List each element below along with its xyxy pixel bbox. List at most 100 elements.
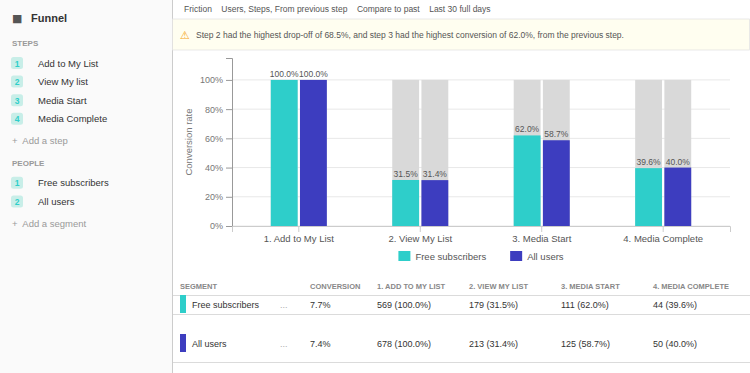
data-label: 39.6% (637, 157, 662, 167)
table-cell: 569 (100.0%) (377, 300, 431, 310)
item-badge (11, 177, 23, 189)
item-number: 3 (15, 96, 20, 106)
y-tick: 40% (205, 163, 232, 173)
x-tick: 2. View My List (388, 226, 452, 244)
legend-swatch (510, 251, 522, 261)
track-bar (543, 80, 570, 226)
bar (664, 168, 691, 226)
sidebar-item: 4 Media Complete (11, 113, 107, 125)
table-cell: 125 (58.7%) (561, 339, 610, 349)
track-bar (664, 80, 691, 226)
toolbar: Friction Users, Steps, From previous ste… (184, 4, 491, 14)
sidebar-item: 1 Add to My List (11, 57, 99, 69)
table-cell: 179 (31.5%) (469, 300, 518, 310)
x-tick-mark (663, 226, 664, 232)
dashboard: ■ Funnel STEPS 1 Add to My List 2 View My list… (0, 0, 750, 373)
annotation: Step 2 had the highest drop-off of 68.5%… (196, 30, 624, 40)
y-tick-label: 20% (205, 192, 223, 202)
item-label: Add to My List (38, 58, 99, 69)
sidebar-item: 2 View My list (11, 76, 88, 88)
table-header: SEGMENT (180, 282, 218, 291)
annotation-box (173, 19, 750, 50)
table-cell: 50 (40.0%) (653, 339, 697, 349)
y-tick-label: 100% (200, 75, 223, 85)
grid (232, 80, 730, 226)
table-cell: 678 (100.0%) (377, 339, 431, 349)
y-tick-mark (226, 226, 232, 227)
table-header: 4. MEDIA COMPLETE (653, 282, 729, 291)
legend-label: All users (527, 251, 564, 262)
bars (271, 80, 691, 226)
y-tick-mark (226, 197, 232, 198)
x-axis-line (233, 227, 731, 233)
item-label: View My list (38, 76, 88, 87)
table-header: 1. ADD TO MY LIST (377, 282, 446, 291)
bar (421, 180, 448, 226)
item-number: 2 (15, 77, 20, 87)
item-label: Free subscribers (38, 177, 109, 188)
x-tick-label: 1. Add to My List (264, 233, 335, 244)
table-rule (172, 295, 750, 296)
y-tick: 0% (210, 221, 232, 231)
table-cell: 213 (31.4%) (469, 339, 518, 349)
item-label: Media Complete (38, 113, 107, 124)
bar (635, 168, 662, 226)
data-label: 100.0% (270, 69, 299, 79)
data-label: 100.0% (299, 69, 328, 79)
sidebar-border (172, 0, 173, 373)
data-label: 62.0% (515, 124, 540, 134)
table-cell: 7.4% (310, 339, 331, 349)
bar (271, 80, 298, 226)
x-tick: 3. Media Start (512, 226, 571, 244)
legend: Free subscribers All users (398, 251, 563, 262)
x-tick: 1. Add to My List (264, 226, 335, 244)
x-tick-label: 4. Media Complete (623, 233, 703, 244)
item-number: 1 (15, 59, 20, 69)
item-number: 2 (15, 197, 20, 207)
item-number: 1 (15, 178, 20, 188)
sidebar-icon: ■ (12, 12, 22, 25)
track-bar (514, 80, 541, 226)
y-tick: 100% (200, 75, 232, 85)
annotation-icon: ⚠ (180, 29, 190, 42)
y-axis-title: Conversion rate (183, 108, 194, 175)
legend-label: Free subscribers (415, 251, 486, 262)
data-label: 58.7% (544, 129, 569, 139)
y-axis: 0%20%40%60%80%100% (200, 59, 233, 232)
data-label: 40.0% (666, 157, 691, 167)
bar (392, 180, 419, 226)
table-header: 3. MEDIA START (561, 282, 620, 291)
sidebar-item: 2 All users (11, 195, 75, 207)
bar (543, 140, 570, 226)
row-swatch (180, 334, 186, 352)
table: SEGMENT CONVERSION 1. ADD TO MY LIST 2. VIE… (172, 282, 750, 363)
track-bar (300, 80, 327, 226)
item-badge (11, 113, 23, 125)
legend-swatch (398, 251, 410, 261)
y-tick-mark (226, 168, 232, 169)
y-tick-mark (226, 138, 232, 139)
table-header: CONVERSION (310, 282, 360, 291)
item-number: 4 (15, 114, 20, 124)
table-cell: 111 (62.0%) (561, 300, 609, 310)
y-tick-label: 0% (210, 221, 223, 231)
sidebar-item: 1 Free subscribers (11, 177, 109, 189)
track-bar (392, 80, 419, 226)
table-header: 2. VIEW MY LIST (469, 282, 528, 291)
y-tick: 80% (205, 105, 232, 115)
sidebar-title: Funnel (31, 12, 67, 24)
data-labels: 100.0%31.5%62.0%39.6%100.0%31.4%58.7%40.… (270, 69, 690, 179)
section-label: STEPS (12, 39, 39, 48)
bar (300, 80, 327, 226)
x-tick-mark (420, 226, 421, 232)
bar (514, 135, 541, 226)
item-badge (11, 76, 23, 88)
track-bar (271, 80, 298, 226)
y-axis-line (226, 59, 233, 227)
y-tick-mark (226, 80, 232, 81)
add-button: + Add a segment (12, 218, 87, 229)
item-label: All users (38, 196, 75, 207)
table-rule (172, 362, 750, 363)
sidebar-background (0, 0, 172, 373)
x-tick: 4. Media Complete (623, 226, 703, 244)
